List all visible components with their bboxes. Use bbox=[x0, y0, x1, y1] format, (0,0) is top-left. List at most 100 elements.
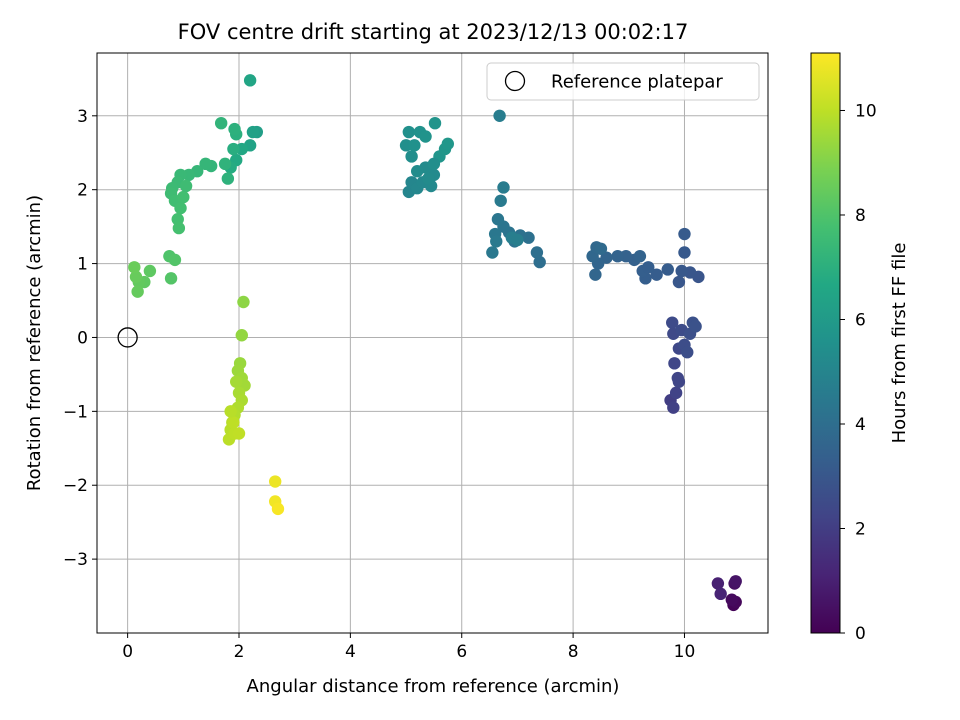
y-axis-ticks: −3 −2 −1 0 1 2 3 bbox=[63, 107, 97, 570]
data-point bbox=[227, 416, 240, 429]
data-point bbox=[497, 181, 510, 194]
data-point bbox=[669, 386, 683, 400]
data-point bbox=[131, 285, 144, 298]
data-point bbox=[419, 130, 432, 143]
reference-platepar-marker bbox=[117, 327, 138, 348]
data-point bbox=[729, 575, 742, 588]
data-point bbox=[174, 201, 187, 215]
data-point bbox=[214, 116, 228, 130]
y-tick-label: −2 bbox=[63, 476, 88, 496]
data-point bbox=[172, 221, 186, 235]
data-point bbox=[271, 502, 285, 516]
x-tick-label: 0 bbox=[122, 642, 133, 662]
colorbar-tick-label: 6 bbox=[855, 310, 866, 330]
data-point bbox=[661, 263, 674, 276]
data-point bbox=[177, 190, 190, 204]
chart-title: FOV centre drift starting at 2023/12/13 … bbox=[178, 20, 689, 44]
data-point bbox=[711, 577, 725, 590]
data-point bbox=[486, 246, 499, 259]
data-point bbox=[230, 375, 243, 388]
colorbar-tick-label: 0 bbox=[855, 624, 866, 644]
data-point bbox=[494, 194, 507, 207]
colorbar-tick-label: 8 bbox=[855, 206, 866, 226]
y-axis-label: Rotation from reference (arcmin) bbox=[24, 195, 45, 491]
grid-lines bbox=[97, 53, 768, 633]
data-point bbox=[179, 179, 193, 193]
x-tick-label: 6 bbox=[456, 642, 467, 662]
data-point bbox=[235, 329, 248, 342]
data-point bbox=[221, 172, 235, 185]
data-point bbox=[650, 268, 663, 281]
legend: Reference platepar bbox=[486, 62, 760, 101]
y-tick-label: −3 bbox=[63, 550, 88, 570]
data-point bbox=[611, 249, 624, 263]
data-point bbox=[402, 125, 416, 139]
y-tick-label: 1 bbox=[77, 255, 88, 275]
scatter-points bbox=[128, 74, 742, 612]
reference-marker-group bbox=[117, 327, 138, 348]
data-point bbox=[218, 157, 232, 171]
data-point bbox=[642, 261, 655, 274]
colorbar-tick-label: 2 bbox=[855, 519, 866, 539]
data-point bbox=[168, 253, 182, 267]
data-point bbox=[129, 270, 143, 284]
data-point bbox=[427, 157, 441, 171]
x-axis-ticks: 0 2 4 6 8 10 bbox=[122, 633, 695, 662]
plot-frame bbox=[96, 52, 769, 634]
data-point bbox=[405, 150, 418, 163]
data-point bbox=[408, 139, 421, 152]
data-point bbox=[237, 295, 250, 309]
data-point bbox=[243, 74, 257, 87]
colorbar-ticks: 0 2 4 6 8 10 bbox=[840, 101, 877, 644]
y-tick-label: −1 bbox=[63, 402, 88, 422]
data-point bbox=[672, 375, 686, 388]
data-point bbox=[594, 242, 608, 255]
legend-reference-marker bbox=[504, 70, 526, 92]
data-point bbox=[199, 157, 212, 171]
data-point bbox=[689, 320, 702, 333]
x-tick-label: 10 bbox=[674, 642, 696, 662]
data-point bbox=[410, 165, 424, 178]
data-point bbox=[678, 227, 691, 241]
data-point bbox=[667, 401, 680, 414]
data-point bbox=[268, 475, 282, 488]
data-point bbox=[164, 272, 178, 285]
data-point bbox=[227, 142, 240, 156]
data-point bbox=[668, 357, 681, 370]
y-tick-label: 2 bbox=[77, 181, 88, 201]
data-point bbox=[681, 346, 694, 359]
data-point bbox=[143, 264, 157, 278]
x-tick-label: 2 bbox=[234, 642, 245, 662]
data-point bbox=[678, 246, 691, 259]
data-point bbox=[675, 264, 688, 278]
colorbar bbox=[810, 52, 841, 634]
x-tick-label: 4 bbox=[345, 642, 356, 662]
data-point bbox=[232, 427, 246, 440]
data-point bbox=[428, 116, 442, 130]
data-point bbox=[493, 109, 506, 123]
y-tick-label: 0 bbox=[77, 328, 88, 348]
legend-box bbox=[486, 62, 760, 101]
data-point bbox=[511, 233, 524, 247]
colorbar-tick-label: 10 bbox=[855, 101, 877, 121]
legend-entry-reference: Reference platepar bbox=[551, 72, 723, 93]
data-point bbox=[490, 235, 503, 248]
data-point bbox=[714, 587, 727, 601]
y-tick-label: 3 bbox=[77, 107, 88, 127]
data-point bbox=[491, 213, 505, 226]
data-point bbox=[228, 122, 241, 136]
data-point bbox=[128, 261, 141, 274]
data-point bbox=[666, 316, 679, 329]
data-point bbox=[224, 405, 237, 418]
data-point bbox=[441, 137, 455, 151]
data-point bbox=[633, 249, 647, 263]
data-point bbox=[533, 255, 546, 269]
colorbar-tick-label: 4 bbox=[855, 415, 866, 435]
data-point bbox=[672, 275, 686, 289]
data-point bbox=[422, 172, 435, 185]
data-point bbox=[589, 268, 602, 281]
x-tick-label: 8 bbox=[568, 642, 579, 662]
x-axis-label: Angular distance from reference (arcmin) bbox=[247, 676, 620, 697]
